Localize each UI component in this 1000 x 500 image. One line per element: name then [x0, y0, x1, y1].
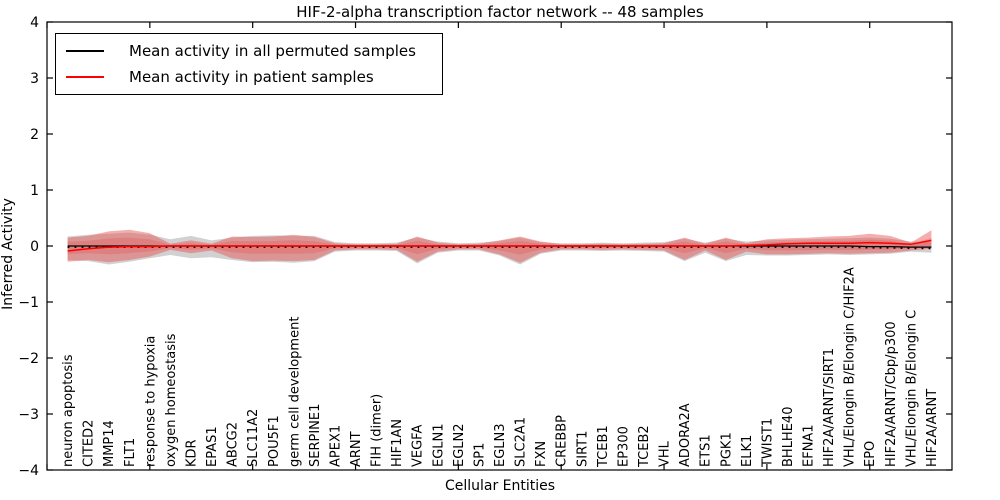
y-tick-label: 2: [30, 127, 39, 143]
x-category-label: CREBBP: [555, 415, 570, 467]
x-category-label: BHLHE40: [781, 407, 796, 467]
x-category-label: SERPINE1: [308, 404, 323, 467]
x-category-label: EGLN1: [431, 423, 446, 467]
legend-item-patient: Mean activity in patient samples: [56, 65, 442, 89]
x-category-label: TCEB2: [637, 425, 652, 468]
x-category-label: TWIST1: [760, 418, 775, 468]
y-tick-label: 4: [30, 15, 39, 31]
chart-title: HIF-2-alpha transcription factor network…: [296, 3, 704, 21]
legend-item-permuted: Mean activity in all permuted samples: [56, 39, 442, 63]
patient-line-swatch: [66, 76, 104, 78]
y-tick-label: 1: [30, 183, 39, 199]
x-axis-label: Cellular Entities: [444, 478, 556, 494]
x-category-label: FIH (dimer): [370, 394, 385, 467]
x-category-label: EP300: [616, 426, 631, 467]
y-tick-label: −4: [18, 463, 39, 479]
y-tick-label: −3: [18, 407, 39, 423]
x-category-label: EFNA1: [802, 424, 817, 467]
y-tick-label: −2: [18, 351, 39, 367]
y-tick-label: −1: [18, 295, 39, 311]
legend-label-permuted: Mean activity in all permuted samples: [129, 42, 416, 60]
x-category-label: response to hypoxia: [143, 336, 158, 467]
x-category-label: VHL/Elongin B/Elongin C/HIF2A: [843, 267, 858, 467]
x-category-label: HIF2A/ARNT: [925, 389, 940, 467]
permuted-line-swatch: [66, 50, 104, 52]
x-category-label: ABCG2: [226, 422, 241, 467]
x-category-label: germ cell development: [287, 317, 302, 467]
x-category-label: ELK1: [740, 435, 755, 467]
x-category-label: MMP14: [102, 420, 117, 467]
y-tick-label: 0: [30, 239, 39, 255]
legend-label-patient: Mean activity in patient samples: [129, 68, 374, 86]
x-category-label: HIF2A/ARNT/Cbp/p300: [884, 321, 899, 467]
x-category-label: HIF2A/ARNT/SIRT1: [822, 348, 837, 467]
x-category-label: EPAS1: [205, 426, 220, 467]
permuted-samples-band: [67, 232, 932, 265]
x-category-label: FLT1: [123, 438, 138, 467]
x-category-label: VHL/Elongin B/Elongin C: [904, 310, 919, 467]
x-category-label: PGK1: [719, 432, 734, 467]
x-category-label: SP1: [472, 443, 487, 467]
x-category-label: ETS1: [699, 434, 714, 467]
x-category-label: TCEB1: [596, 425, 611, 468]
x-category-label: KDR: [185, 439, 200, 467]
x-category-label: neuron apoptosis: [61, 354, 76, 467]
x-category-label: APEX1: [329, 425, 344, 467]
patient-mean-line: [67, 239, 932, 252]
x-category-label: ARNT: [349, 431, 364, 467]
x-category-label: VEGFA: [411, 425, 426, 467]
x-category-label: EGLN2: [452, 423, 467, 467]
x-category-label: SIRT1: [575, 431, 590, 467]
x-category-label: FXN: [534, 441, 549, 467]
x-category-label: VHL: [658, 440, 673, 467]
x-category-label: SLC2A1: [514, 417, 529, 467]
x-category-label: HIF1AN: [390, 419, 405, 467]
y-tick-label: 3: [30, 71, 39, 87]
legend-box: Mean activity in all permuted samples Me…: [55, 33, 443, 95]
x-category-label: oxygen homeostasis: [164, 333, 179, 467]
x-category-label: EPO: [863, 441, 878, 467]
x-category-label: ADORA2A: [678, 403, 693, 467]
x-category-label: POU5F1: [267, 415, 282, 467]
x-category-label: EGLN3: [493, 423, 508, 467]
x-category-label: SLC11A2: [246, 409, 261, 467]
x-category-label: CITED2: [82, 420, 97, 467]
y-axis-label: Inferred Activity: [0, 198, 16, 310]
